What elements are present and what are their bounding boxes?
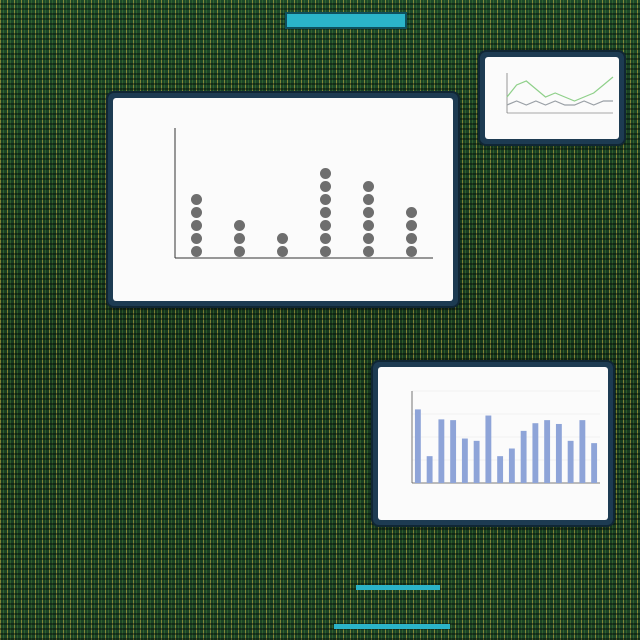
- bar-chart-bar: [532, 423, 539, 483]
- dot-chart-point: [191, 246, 202, 257]
- footer-bar-lower: [334, 624, 450, 629]
- dot-chart-point: [320, 246, 331, 257]
- bar-chart-bar: [567, 440, 574, 483]
- dot-chart-point: [191, 233, 202, 244]
- dot-chart-point: [191, 220, 202, 231]
- bar-chart-bar: [544, 420, 551, 483]
- bar-chart-bar: [473, 440, 480, 483]
- dot-chart-point: [320, 194, 331, 205]
- dot-chart-point: [406, 233, 417, 244]
- bar-chart-bar: [520, 430, 527, 483]
- line-chart: [506, 73, 614, 114]
- dot-chart-point: [277, 246, 288, 257]
- dot-chart-point: [363, 246, 374, 257]
- dot-chart-point: [320, 168, 331, 179]
- dot-chart-point: [363, 233, 374, 244]
- dot-chart-point: [320, 220, 331, 231]
- dot-chart-point: [363, 207, 374, 218]
- bar-chart-bar: [508, 448, 515, 483]
- dot-chart-point: [234, 246, 245, 257]
- dot-chart-point: [191, 207, 202, 218]
- top-banner: [287, 14, 405, 27]
- dot-chart-point: [363, 181, 374, 192]
- bar-chart-bar: [579, 420, 586, 483]
- line-chart-card: [485, 57, 619, 139]
- bar-chart-bar: [450, 420, 457, 483]
- dot-chart-point: [363, 194, 374, 205]
- dot-chart-panel: [108, 93, 458, 306]
- dot-chart-point: [406, 246, 417, 257]
- dot-chart-point: [234, 233, 245, 244]
- bar-chart-bar: [555, 423, 562, 483]
- bar-chart-panel: [373, 362, 613, 525]
- bar-chart: [411, 390, 600, 484]
- dot-chart: [174, 128, 433, 259]
- dot-chart-point: [320, 181, 331, 192]
- bar-chart-card: [378, 367, 608, 520]
- dot-chart-card: [113, 98, 453, 301]
- bar-chart-bar: [485, 415, 492, 483]
- bar-chart-bar: [414, 409, 421, 483]
- dot-chart-point: [234, 220, 245, 231]
- line-chart-series-2: [506, 100, 613, 106]
- dot-chart-point: [363, 220, 374, 231]
- dot-chart-point: [277, 233, 288, 244]
- line-chart-series-1: [506, 76, 614, 102]
- dot-chart-point: [320, 207, 331, 218]
- bar-chart-bar: [461, 438, 468, 483]
- bar-chart-bar: [438, 419, 445, 483]
- line-chart-panel: [480, 52, 624, 144]
- bar-chart-bar: [497, 456, 504, 483]
- dot-chart-point: [320, 233, 331, 244]
- dot-chart-point: [406, 220, 417, 231]
- dot-chart-point: [406, 207, 417, 218]
- bar-chart-bar: [426, 456, 433, 483]
- dot-chart-point: [191, 194, 202, 205]
- footer-bar-upper: [356, 585, 440, 590]
- bar-chart-bar: [591, 443, 598, 483]
